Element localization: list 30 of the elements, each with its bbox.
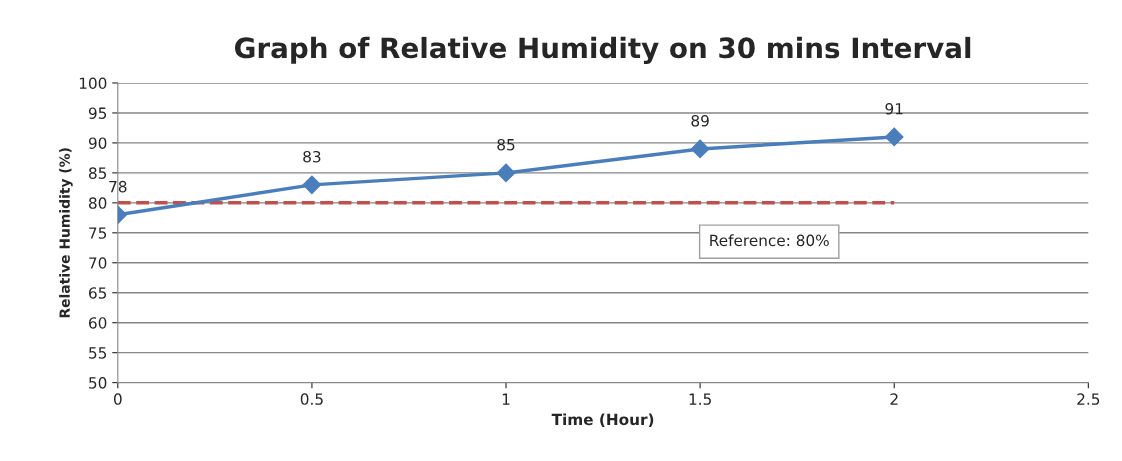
x-tick-label: 1.5 (689, 393, 711, 405)
y-tick-label: 60 (89, 317, 107, 329)
data-label: 78 (109, 180, 127, 193)
data-label: 89 (691, 114, 709, 127)
point (690, 139, 710, 159)
point (302, 175, 322, 195)
y-tick-label: 85 (88, 167, 107, 179)
data-label: 85 (497, 138, 515, 151)
y-tick-label: 55 (89, 347, 107, 359)
ref-line-label: Reference: 80% (710, 234, 829, 247)
y-axis-title: Relative Humidity (%) (59, 148, 73, 318)
x-tick-label: 0.5 (300, 393, 323, 405)
y-tick-label: 100 (79, 77, 107, 89)
y-tick-label: 70 (89, 257, 107, 269)
chart-title: Graph of Relative Humidity on 30 mins Interval (235, 36, 971, 64)
y-tick-label: 90 (88, 137, 107, 149)
x-tick-label: 0 (113, 393, 122, 405)
point (496, 163, 516, 183)
point (884, 127, 904, 147)
y-tick-label: 95 (88, 107, 107, 119)
x-tick-label: 2.5 (1077, 393, 1100, 405)
data-label: 83 (303, 150, 321, 163)
y-tick-label: 75 (89, 227, 107, 239)
x-tick-label: 2 (890, 393, 898, 405)
y-tick-label: 50 (89, 377, 107, 389)
y-tick-label: 65 (89, 287, 107, 299)
x-tick-label: 1 (502, 393, 510, 405)
data-label: 91 (885, 102, 903, 115)
x-axis-title: Time (Hour) (551, 413, 654, 428)
y-tick-label: 80 (88, 197, 107, 209)
